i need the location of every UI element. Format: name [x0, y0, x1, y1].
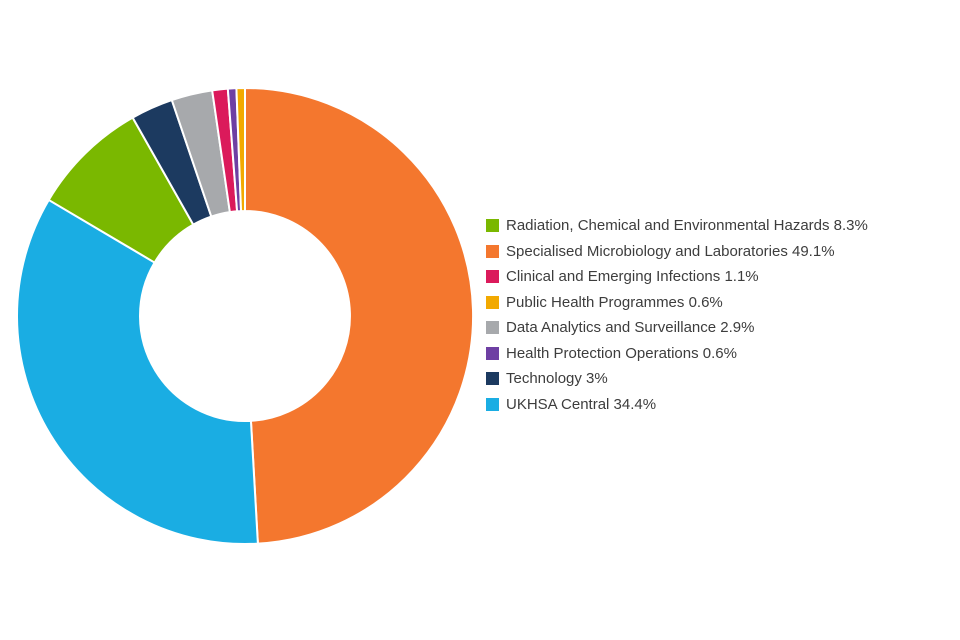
legend-item-clinical-and-emerging-infections: Clinical and Emerging Infections 1.1%: [486, 264, 868, 290]
legend-swatch: [486, 397, 499, 411]
legend-label: UKHSA Central 34.4%: [506, 395, 657, 413]
legend-swatch: [486, 346, 499, 360]
chart-legend: Radiation, Chemical and Environmental Ha…: [486, 213, 868, 417]
legend-swatch: [486, 321, 499, 335]
legend-item-data-analytics-and-surveillance: Data Analytics and Surveillance 2.9%: [486, 315, 868, 341]
legend-item-ukhsa-central: UKHSA Central 34.4%: [486, 392, 868, 418]
donut-slice-specialised-microbiology-and-laboratories: [244, 87, 475, 545]
legend-item-technology: Technology 3%: [486, 366, 868, 392]
legend-label: Specialised Microbiology and Laboratorie…: [506, 242, 835, 260]
legend-label: Data Analytics and Surveillance 2.9%: [506, 319, 755, 337]
donut-slice-public-health-programmes: [235, 86, 246, 213]
legend-label: Health Protection Operations 0.6%: [506, 344, 737, 362]
legend-item-specialised-microbiology-and-laboratories: Specialised Microbiology and Laboratorie…: [486, 239, 868, 265]
legend-item-radiation-chemical-and-environmental-hazards: Radiation, Chemical and Environmental Ha…: [486, 213, 868, 239]
legend-label: Technology 3%: [506, 370, 608, 388]
legend-swatch: [486, 244, 499, 258]
legend-label: Radiation, Chemical and Environmental Ha…: [506, 217, 868, 235]
legend-swatch: [486, 270, 499, 284]
legend-label: Clinical and Emerging Infections 1.1%: [506, 268, 759, 286]
legend-label: Public Health Programmes 0.6%: [506, 293, 723, 311]
legend-item-public-health-programmes: Public Health Programmes 0.6%: [486, 290, 868, 316]
legend-swatch: [486, 219, 499, 233]
legend-swatch: [486, 372, 499, 386]
donut-slice-ukhsa-central: [16, 198, 259, 546]
legend-item-health-protection-operations: Health Protection Operations 0.6%: [486, 341, 868, 367]
legend-swatch: [486, 295, 499, 309]
